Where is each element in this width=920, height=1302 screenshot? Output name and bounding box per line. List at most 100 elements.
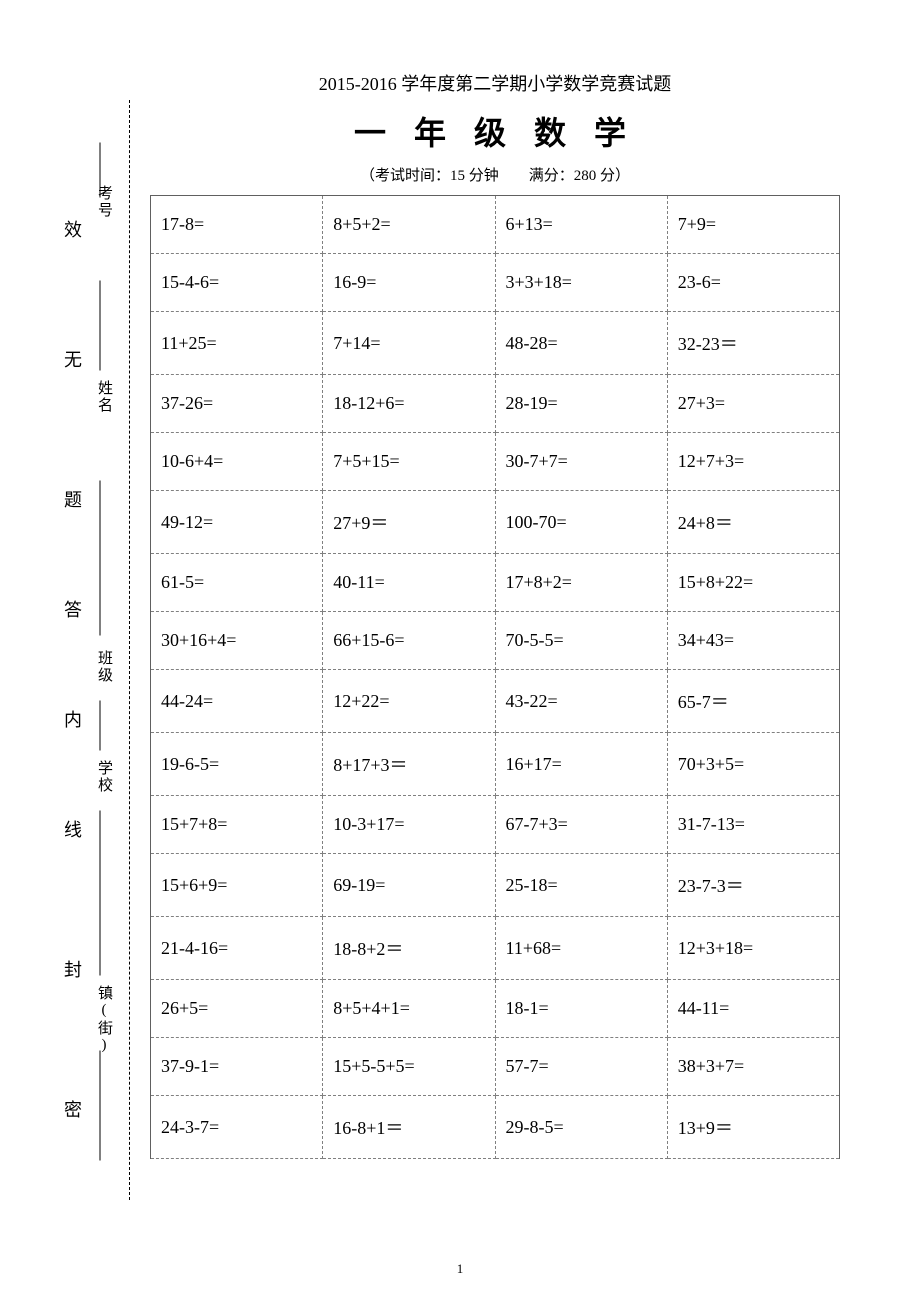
table-cell: 48-28= [495,312,667,375]
table-cell: 100-70= [495,491,667,554]
table-cell: 70+3+5= [667,733,839,796]
table-cell: 69-19= [323,854,495,917]
table-cell: 34+43= [667,612,839,670]
table-cell: 6+13= [495,196,667,254]
table-row: 15+6+9=69-19=25-18=23-7-3＝ [151,854,840,917]
table-cell: 40-11= [323,554,495,612]
table-cell: 8+5+4+1= [323,980,495,1038]
table-cell: 19-6-5= [151,733,323,796]
table-cell: 70-5-5= [495,612,667,670]
table-cell: 8+5+2= [323,196,495,254]
table-cell: 3+3+18= [495,254,667,312]
fill-line [100,811,101,976]
table-cell: 38+3+7= [667,1038,839,1096]
table-row: 26+5=8+5+4+1=18-1=44-11= [151,980,840,1038]
page-container: 考号 姓名 班级 学校 镇(街) 效 无 题 答 内 线 封 密 2015-20… [0,0,920,1302]
table-cell: 8+17+3＝ [323,733,495,796]
sidebar-label-school: 学校 [94,760,115,794]
table-cell: 11+25= [151,312,323,375]
subtitle: （考试时间：15 分钟 满分：280 分） [150,164,840,185]
table-cell: 16+17= [495,733,667,796]
table-cell: 27+3= [667,375,839,433]
sidebar-bigchar: 答 [59,600,85,618]
table-cell: 16-8+1＝ [323,1096,495,1159]
sidebar-bigchar: 线 [59,820,85,838]
table-cell: 37-9-1= [151,1038,323,1096]
table-cell: 61-5= [151,554,323,612]
sidebar-label-name: 姓名 [94,380,115,414]
table-cell: 18-1= [495,980,667,1038]
sidebar-label-examno: 考号 [94,185,115,219]
header: 2015-2016 学年度第二学期小学数学竞赛试题 一 年 级 数 学 （考试时… [150,70,840,185]
table-cell: 49-12= [151,491,323,554]
table-body: 17-8=8+5+2=6+13=7+9=15-4-6=16-9=3+3+18=2… [151,196,840,1159]
sidebar-bigchar: 内 [59,710,85,728]
sidebar-label-class: 班级 [94,650,115,684]
table-cell: 21-4-16= [151,917,323,980]
table-cell: 23-6= [667,254,839,312]
table-cell: 17+8+2= [495,554,667,612]
table-row: 11+25=7+14=48-28=32-23＝ [151,312,840,375]
math-problems-table: 17-8=8+5+2=6+13=7+9=15-4-6=16-9=3+3+18=2… [150,195,840,1159]
table-cell: 43-22= [495,670,667,733]
table-cell: 12+3+18= [667,917,839,980]
exam-sidebar: 考号 姓名 班级 学校 镇(街) 效 无 题 答 内 线 封 密 [40,100,130,1200]
table-row: 17-8=8+5+2=6+13=7+9= [151,196,840,254]
table-cell: 15+6+9= [151,854,323,917]
sidebar-bigchar: 效 [59,220,85,238]
table-row: 10-6+4=7+5+15=30-7+7=12+7+3= [151,433,840,491]
table-cell: 13+9＝ [667,1096,839,1159]
table-row: 49-12=27+9＝100-70=24+8＝ [151,491,840,554]
table-cell: 29-8-5= [495,1096,667,1159]
table-cell: 18-8+2＝ [323,917,495,980]
page-number: 1 [457,1261,464,1277]
table-cell: 17-8= [151,196,323,254]
dashed-line [129,100,130,1200]
fill-line [100,143,101,198]
table-row: 24-3-7=16-8+1＝29-8-5=13+9＝ [151,1096,840,1159]
table-cell: 25-18= [495,854,667,917]
table-cell: 26+5= [151,980,323,1038]
table-cell: 44-11= [667,980,839,1038]
title-small: 2015-2016 学年度第二学期小学数学竞赛试题 [150,70,840,96]
table-cell: 15+7+8= [151,796,323,854]
sidebar-bigchar: 密 [59,1100,85,1118]
table-row: 15-4-6=16-9=3+3+18=23-6= [151,254,840,312]
table-cell: 24+8＝ [667,491,839,554]
table-cell: 24-3-7= [151,1096,323,1159]
sidebar-bigchar: 题 [59,490,85,508]
table-cell: 11+68= [495,917,667,980]
table-cell: 30-7+7= [495,433,667,491]
table-cell: 7+14= [323,312,495,375]
table-cell: 12+22= [323,670,495,733]
sidebar-bigchar: 封 [59,960,85,978]
fill-line [100,281,101,371]
table-cell: 44-24= [151,670,323,733]
table-cell: 15+5-5+5= [323,1038,495,1096]
table-cell: 10-6+4= [151,433,323,491]
table-row: 44-24=12+22=43-22=65-7＝ [151,670,840,733]
table-cell: 30+16+4= [151,612,323,670]
table-cell: 23-7-3＝ [667,854,839,917]
table-cell: 18-12+6= [323,375,495,433]
table-cell: 27+9＝ [323,491,495,554]
table-row: 37-26=18-12+6=28-19=27+3= [151,375,840,433]
title-big: 一 年 级 数 学 [150,108,840,154]
table-row: 61-5=40-11=17+8+2=15+8+22= [151,554,840,612]
table-row: 30+16+4=66+15-6=70-5-5=34+43= [151,612,840,670]
fill-line [100,1051,101,1161]
table-cell: 65-7＝ [667,670,839,733]
table-cell: 15-4-6= [151,254,323,312]
table-cell: 16-9= [323,254,495,312]
table-cell: 57-7= [495,1038,667,1096]
table-row: 21-4-16=18-8+2＝11+68=12+3+18= [151,917,840,980]
table-cell: 12+7+3= [667,433,839,491]
table-row: 15+7+8=10-3+17=67-7+3=31-7-13= [151,796,840,854]
table-cell: 67-7+3= [495,796,667,854]
table-cell: 31-7-13= [667,796,839,854]
table-cell: 7+9= [667,196,839,254]
table-cell: 28-19= [495,375,667,433]
table-cell: 32-23＝ [667,312,839,375]
table-cell: 37-26= [151,375,323,433]
table-row: 37-9-1=15+5-5+5=57-7=38+3+7= [151,1038,840,1096]
